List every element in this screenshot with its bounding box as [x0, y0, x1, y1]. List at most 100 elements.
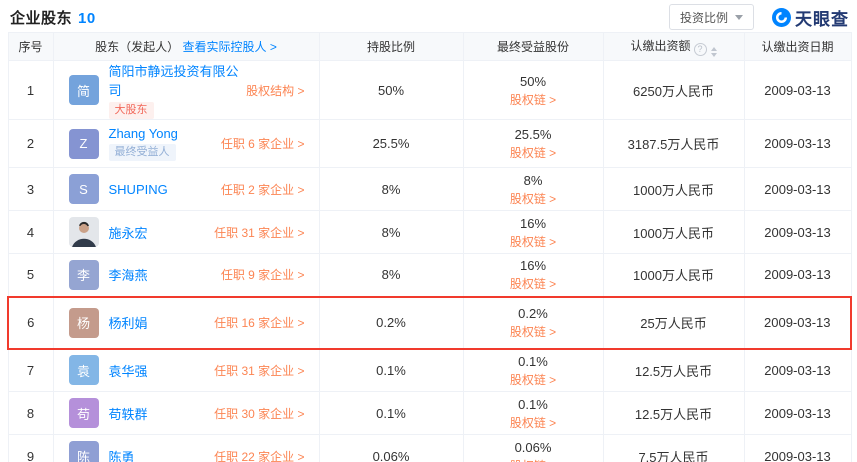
shareholder-name-link[interactable]: Zhang Yong	[108, 126, 178, 141]
benefit-value: 0.2%	[518, 306, 548, 321]
shareholder-action-link[interactable]: 任职 30 家企业 >	[214, 406, 305, 421]
shareholder-avatar[interactable]	[68, 217, 99, 247]
shareholder-cell: Z Zhang Yong 最终受益人 任职 6 家企业 >	[52, 119, 320, 168]
sort-icon[interactable]	[710, 46, 717, 57]
col-header-shareholder: 股东（发起人） 查看实际控股人 >	[52, 32, 320, 61]
col-header-date: 认缴出资日期	[743, 32, 852, 61]
date-cell: 2009-03-13	[743, 295, 852, 350]
page-title-text: 企业股东	[10, 9, 73, 27]
table-row: 9 陈 陈勇 任职 22 家企业 > 0.06% 0.06% 股权链 > 7.5…	[7, 434, 852, 462]
equity-chain-link[interactable]: 股权链 >	[509, 277, 557, 292]
shareholder-name-link[interactable]: 苟轶群	[108, 406, 148, 422]
equity-chain-link[interactable]: 股权链 >	[509, 191, 557, 206]
tianyancha-logo-text: 天眼查	[795, 9, 849, 29]
row-index: 4	[7, 210, 54, 254]
shareholder-avatar[interactable]: S	[68, 174, 99, 204]
date-cell: 2009-03-13	[743, 391, 852, 435]
shareholder-name-link[interactable]: 杨利娟	[108, 316, 148, 331]
date-cell: 2009-03-13	[743, 348, 852, 392]
equity-chain-link[interactable]: 股权链 >	[509, 325, 557, 339]
equity-chain-link[interactable]: 股权链 >	[510, 459, 556, 462]
shareholder-name-link[interactable]: 陈勇	[108, 449, 135, 462]
shareholder-avatar[interactable]: 陈	[68, 441, 99, 462]
benefit-value: 50%	[519, 73, 547, 89]
page-title: 企业股东 10	[10, 7, 96, 28]
ratio-cell: 0.1%	[318, 348, 464, 392]
ratio-cell: 8%	[318, 210, 464, 254]
capital-cell: 1000万人民币	[602, 167, 745, 211]
equity-chain-link[interactable]: 股权链 >	[509, 372, 557, 387]
investment-ratio-label: 投资比例	[679, 10, 728, 25]
shareholder-cell: 杨 杨利娟 任职 16 家企业 >	[52, 295, 320, 350]
shareholder-name-link[interactable]: 李海燕	[108, 268, 148, 284]
date-cell: 2009-03-13	[743, 434, 852, 462]
benefit-cell: 0.2% 股权链 >	[462, 295, 604, 350]
benefit-value: 0.06%	[514, 439, 552, 455]
row-index: 6	[7, 295, 54, 350]
shareholder-avatar[interactable]: 李	[68, 259, 99, 290]
benefit-cell: 0.06% 股权链 >	[462, 434, 604, 462]
shareholder-action-link[interactable]: 任职 31 家企业 >	[214, 363, 305, 378]
shareholder-action-link[interactable]: 任职 9 家企业 >	[220, 268, 305, 283]
help-icon[interactable]: ?	[693, 42, 707, 56]
equity-chain-link[interactable]: 股权链 >	[509, 415, 557, 430]
equity-chain-link[interactable]: 股权链 >	[509, 92, 557, 107]
tianyancha-logo[interactable]: 天眼查	[772, 5, 849, 30]
shareholder-action-link[interactable]: 任职 2 家企业 >	[220, 182, 305, 197]
shareholder-tag: 最终受益人	[108, 144, 176, 161]
shareholder-name-link[interactable]: 袁华强	[108, 363, 148, 379]
shareholder-tag: 大股东	[108, 102, 154, 119]
equity-chain-link[interactable]: 股权链 >	[509, 234, 557, 249]
benefit-cell: 16% 股权链 >	[462, 253, 604, 297]
shareholder-action-link[interactable]: 任职 16 家企业 >	[214, 316, 305, 330]
shareholder-name-link[interactable]: 施永宏	[108, 225, 148, 241]
row-index: 3	[7, 167, 54, 211]
equity-chain-link[interactable]: 股权链 >	[509, 146, 557, 160]
shareholder-cell: S SHUPING 任职 2 家企业 >	[52, 167, 320, 211]
shareholder-avatar[interactable]: 苟	[68, 398, 99, 428]
shareholder-action-link[interactable]: 任职 22 家企业 >	[214, 449, 305, 462]
row-index: 7	[7, 348, 54, 392]
ratio-cell: 0.1%	[318, 391, 464, 435]
view-controller-link[interactable]: 查看实际控股人 >	[182, 40, 277, 54]
shareholder-name-link[interactable]: SHUPING	[108, 181, 168, 197]
table-row: 5 李 李海燕 任职 9 家企业 > 8% 16% 股权链 > 1000万人民币…	[7, 253, 852, 297]
benefit-value: 25.5%	[514, 127, 552, 142]
date-cell: 2009-03-13	[743, 119, 852, 168]
row-index: 1	[7, 60, 54, 120]
table-row: 7 袁 袁华强 任职 31 家企业 > 0.1% 0.1% 股权链 > 12.5…	[7, 348, 852, 392]
benefit-value: 8%	[523, 172, 543, 188]
table-row: 6 杨 杨利娟 任职 16 家企业 > 0.2% 0.2% 股权链 > 25万人…	[7, 295, 852, 350]
ratio-cell: 8%	[318, 253, 464, 297]
ratio-cell: 0.06%	[318, 434, 464, 462]
date-cell: 2009-03-13	[743, 60, 852, 120]
date-cell: 2009-03-13	[743, 210, 852, 254]
col-header-shareholder-text: 股东（发起人）	[95, 40, 180, 54]
table-row: 8 苟 苟轶群 任职 30 家企业 > 0.1% 0.1% 股权链 > 12.5…	[7, 391, 852, 435]
shareholder-name-link[interactable]: 简阳市静远投资有限公司	[108, 64, 239, 98]
benefit-cell: 25.5% 股权链 >	[462, 119, 604, 168]
shareholder-table: 序号 股东（发起人） 查看实际控股人 > 持股比例 最终受益股份 认缴出资额? …	[7, 32, 852, 462]
investment-ratio-dropdown[interactable]: 投资比例	[668, 4, 754, 30]
shareholder-action-link[interactable]: 任职 31 家企业 >	[214, 225, 305, 240]
shareholder-action-link[interactable]: 任职 6 家企业 >	[220, 137, 305, 151]
shareholder-avatar[interactable]: 简	[68, 75, 99, 105]
capital-cell: 3187.5万人民币	[602, 119, 745, 168]
shareholder-avatar[interactable]: Z	[68, 128, 99, 159]
capital-cell: 12.5万人民币	[602, 348, 745, 392]
ratio-cell: 0.2%	[318, 295, 464, 350]
date-cell: 2009-03-13	[743, 167, 852, 211]
row-index: 8	[7, 391, 54, 435]
ratio-cell: 25.5%	[318, 119, 464, 168]
shareholder-count: 10	[78, 9, 96, 27]
shareholder-action-link[interactable]: 股权结构 >	[246, 83, 305, 98]
benefit-cell: 8% 股权链 >	[462, 167, 604, 211]
person-photo-icon	[68, 217, 99, 247]
row-index: 2	[7, 119, 54, 168]
benefit-value: 0.1%	[518, 353, 548, 369]
shareholder-avatar[interactable]: 袁	[68, 355, 99, 386]
row-index: 9	[7, 434, 54, 462]
capital-cell: 25万人民币	[602, 295, 745, 350]
col-header-benefit: 最终受益股份	[462, 32, 604, 61]
shareholder-avatar[interactable]: 杨	[68, 307, 99, 338]
